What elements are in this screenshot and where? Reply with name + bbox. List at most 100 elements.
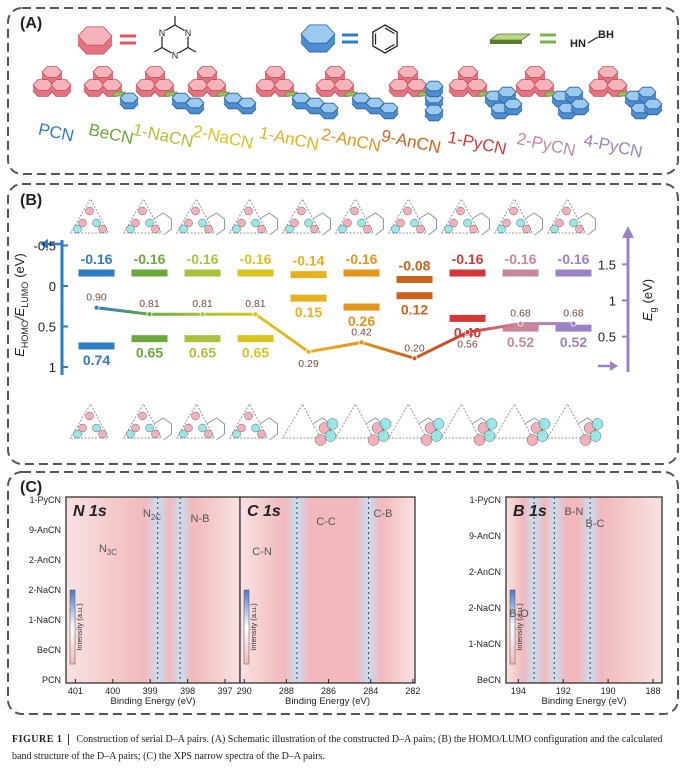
panel-c-frame bbox=[7, 471, 679, 715]
x-axis-label: Binding Energy (eV) bbox=[541, 696, 626, 707]
x-tick-label: 190 bbox=[601, 686, 616, 696]
molecule-frame bbox=[493, 197, 534, 234]
lumo-bar bbox=[184, 335, 221, 343]
molecule-frame bbox=[228, 402, 269, 439]
orbital-lobe bbox=[179, 224, 188, 234]
atom-label: N bbox=[185, 28, 192, 38]
prism-top bbox=[406, 79, 428, 91]
y-category-label: BeCN bbox=[477, 675, 501, 685]
y-tick-label: 1 bbox=[49, 360, 56, 375]
prism-top bbox=[424, 104, 444, 116]
orbital-lobe bbox=[151, 429, 160, 439]
lumo-bar bbox=[290, 294, 327, 302]
label-sub: LUMO bbox=[20, 282, 30, 308]
gap-label: 0.42 bbox=[351, 326, 372, 338]
homo-label: -0.16 bbox=[558, 251, 590, 267]
label-part: E bbox=[12, 348, 27, 357]
caption-text: Construction of serial D–A pairs. (A) Sc… bbox=[12, 734, 663, 762]
panel-label: (B) bbox=[20, 192, 42, 209]
atom-bg bbox=[183, 28, 192, 37]
homo-label: -0.16 bbox=[240, 251, 272, 267]
intensity-map bbox=[239, 496, 416, 684]
double-bond bbox=[384, 43, 395, 51]
peak-annotation: C-N bbox=[252, 546, 272, 558]
orbital-image bbox=[281, 402, 339, 446]
molecule-frame bbox=[122, 197, 163, 234]
orbital-image bbox=[175, 197, 225, 236]
annotation-text: B-O bbox=[509, 608, 529, 620]
orbital-lobe bbox=[131, 218, 140, 228]
prism-top bbox=[171, 92, 191, 104]
gap-point bbox=[305, 348, 312, 355]
homo-label: -0.16 bbox=[187, 251, 219, 267]
orbital-lobe bbox=[536, 430, 549, 442]
label-part: (eV) bbox=[12, 253, 27, 278]
homo-bar bbox=[555, 269, 592, 277]
orbital-lobe bbox=[314, 434, 327, 446]
x-axis-label: Binding Energy (eV) bbox=[110, 696, 195, 707]
prism-top bbox=[205, 79, 227, 91]
orbital-lobe bbox=[237, 423, 246, 433]
atom-bg bbox=[171, 51, 179, 59]
y2-tick-label: 1.5 bbox=[598, 257, 616, 272]
lumo-bar bbox=[555, 324, 592, 332]
gap-label: 0.68 bbox=[510, 308, 531, 320]
homo-bar bbox=[396, 275, 433, 283]
orbital-lobe bbox=[555, 218, 564, 228]
intensity-map bbox=[505, 496, 663, 684]
orbital-lobe bbox=[516, 218, 525, 228]
prism-top bbox=[135, 79, 157, 91]
orbital-image bbox=[175, 402, 225, 441]
orbital-image bbox=[493, 402, 551, 446]
prism-top bbox=[570, 98, 590, 110]
homo-bar bbox=[502, 269, 539, 277]
homo-bar bbox=[343, 269, 380, 277]
prism-top bbox=[457, 66, 479, 78]
gap-point bbox=[464, 329, 471, 336]
homo-bar bbox=[131, 269, 168, 277]
annotation-sub: 3C bbox=[107, 548, 117, 557]
orbital-lobe bbox=[92, 423, 101, 433]
orbital-lobe bbox=[237, 218, 246, 228]
orbital-lobe bbox=[257, 224, 266, 234]
gap-line bbox=[96, 306, 574, 360]
orbital-lobe bbox=[184, 423, 193, 433]
orbital-image bbox=[281, 197, 331, 236]
molecule-frame bbox=[175, 197, 216, 234]
orbital-lobe bbox=[589, 430, 602, 442]
molecule bbox=[32, 66, 72, 97]
orbital-lobe bbox=[244, 206, 253, 216]
linker-top bbox=[488, 33, 532, 41]
prism-top bbox=[448, 79, 470, 91]
orbital-image bbox=[69, 402, 110, 439]
lumo-label: 0.15 bbox=[295, 304, 322, 320]
gap-point bbox=[199, 311, 206, 318]
orbital-lobe bbox=[92, 218, 101, 228]
homo-label: -0.14 bbox=[293, 253, 325, 269]
prism-top bbox=[351, 92, 371, 104]
gap-label: 0.81 bbox=[245, 298, 266, 310]
xps-map: 290 288 286 284 282 Binding Energy (eV) C 1s In… bbox=[237, 496, 420, 707]
molecule-frame bbox=[281, 402, 322, 439]
prism-top bbox=[319, 102, 339, 114]
y-category-label: 9-AnCN bbox=[469, 531, 501, 541]
x-tick-label: 290 bbox=[237, 686, 252, 696]
colorbar bbox=[69, 589, 76, 665]
pair-name: 2-AnCN bbox=[320, 125, 383, 156]
y-axis-label: EHOMO/ELUMO (eV) bbox=[12, 253, 30, 357]
orbital-lobe bbox=[232, 224, 241, 234]
gap-point bbox=[411, 355, 418, 362]
orbital-image bbox=[228, 197, 278, 236]
orbital-lobe bbox=[550, 224, 559, 234]
y-category-label: 2-AnCN bbox=[469, 567, 501, 577]
molecule-frame bbox=[471, 212, 490, 236]
orbital-lobe bbox=[379, 418, 392, 430]
y2-tick-label: 0.5 bbox=[598, 330, 616, 345]
molecule-frame bbox=[440, 197, 481, 234]
orbital-lobe bbox=[198, 218, 207, 228]
gap-label: 0.29 bbox=[298, 358, 319, 370]
gap-label: 0.81 bbox=[192, 298, 213, 310]
prism-top bbox=[588, 79, 610, 91]
